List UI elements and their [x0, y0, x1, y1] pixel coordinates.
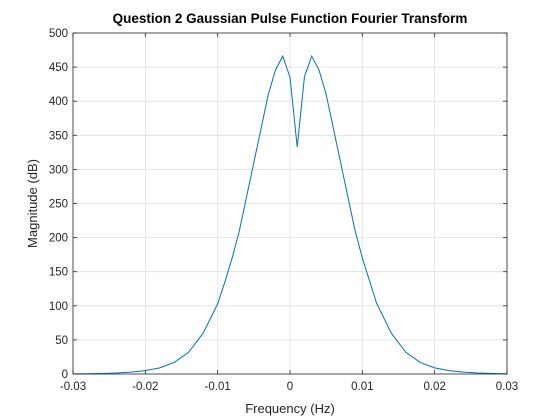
y-tick-labels: 0 50 100 150 200 250 300 350 400 450 500	[49, 28, 68, 381]
x-tick-label: -0.02	[132, 381, 158, 393]
y-tick-label: 400	[49, 96, 68, 108]
y-tick-label: 450	[49, 62, 68, 74]
x-tick-label: 0.02	[423, 381, 445, 393]
y-tick-label: 350	[49, 130, 68, 142]
y-tick-label: 500	[49, 28, 68, 40]
chart-title: Question 2 Gaussian Pulse Function Fouri…	[113, 11, 468, 26]
x-axis-label: Frequency (Hz)	[245, 401, 335, 416]
axes-box	[72, 32, 508, 375]
x-tick-label: -0.03	[60, 381, 86, 393]
y-tick-label: 50	[55, 335, 68, 347]
y-tick-label: 300	[49, 164, 68, 176]
y-axis-label: Magnitude (dB)	[25, 159, 40, 248]
x-tick-label: 0.03	[496, 381, 518, 393]
x-tick-label: -0.01	[205, 381, 231, 393]
x-tick-labels: -0.03 -0.02 -0.01 0 0.01 0.02 0.03	[60, 381, 518, 393]
y-tick-label: 0	[62, 369, 68, 381]
y-tick-label: 250	[49, 199, 68, 211]
y-tick-label: 200	[49, 233, 68, 245]
y-tick-label: 150	[49, 267, 68, 279]
x-tick-label: 0.01	[351, 381, 373, 393]
series-line-magnitude	[72, 54, 508, 375]
y-tick-label: 100	[49, 301, 68, 313]
x-tick-label: 0	[287, 381, 293, 393]
